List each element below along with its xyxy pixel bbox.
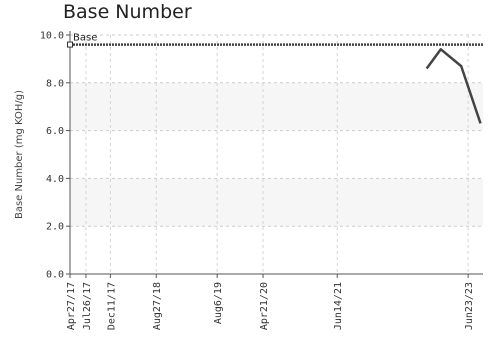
y-tick-label: 0.0: [46, 270, 64, 281]
y-tick-label: 4.0: [46, 174, 64, 185]
grid-band: [70, 178, 483, 227]
base-annotation: Base: [73, 33, 97, 44]
x-tick-label: Jun23/23: [464, 282, 475, 330]
x-tick-label: Jun14/21: [333, 282, 344, 330]
x-tick-label: Aug6/19: [213, 282, 224, 324]
x-tick-label: Jul26/17: [82, 282, 93, 330]
x-tick-label: Apr27/17: [66, 282, 77, 330]
base-marker: [67, 41, 73, 48]
y-tick-label: 2.0: [46, 222, 64, 233]
x-tick-label: Dec11/17: [106, 282, 117, 330]
y-tick-label: 8.0: [46, 78, 64, 89]
x-tick-label: Apr21/20: [259, 282, 270, 330]
base-number-series-line: [425, 48, 482, 124]
y-axis-label: Base Number (mg KOH/g): [14, 90, 25, 219]
chart-title: Base Number: [63, 1, 192, 23]
x-tick-label: Aug27/18: [152, 282, 163, 330]
y-tick-label: 10.0: [40, 31, 64, 42]
grid-band: [70, 82, 483, 131]
y-tick-label: 6.0: [46, 126, 64, 137]
